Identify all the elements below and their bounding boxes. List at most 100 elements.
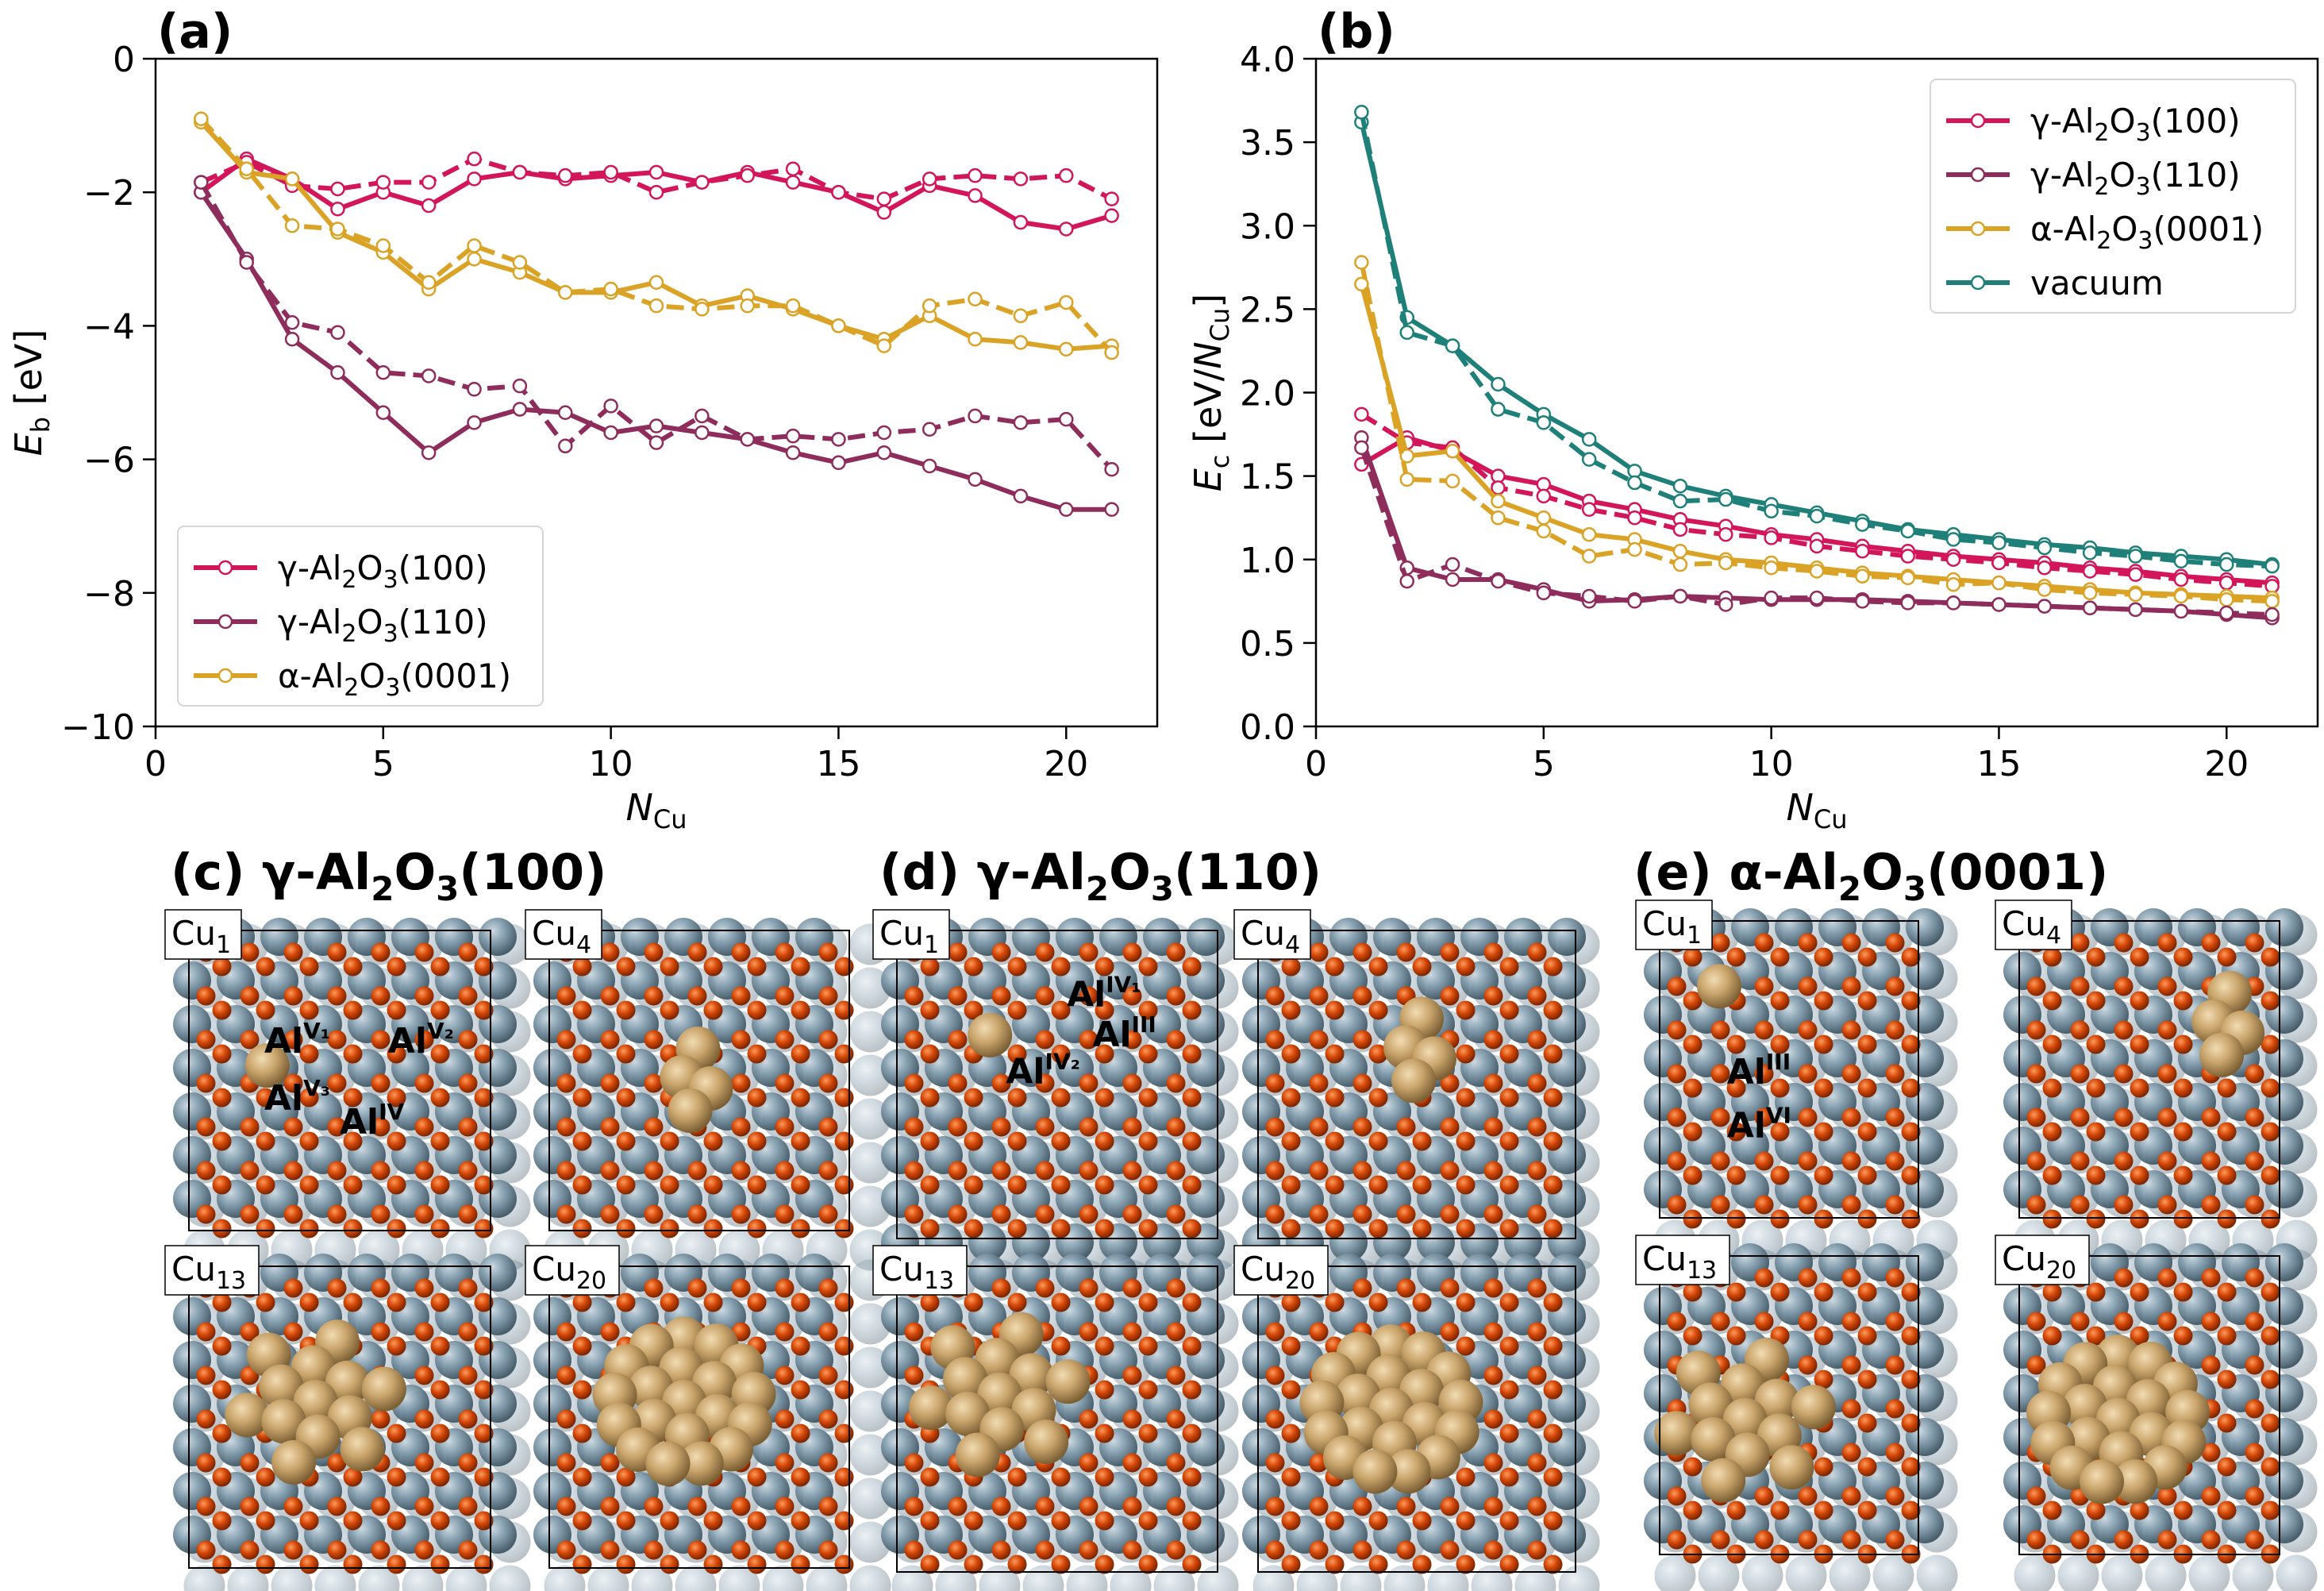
o-atom (1483, 1409, 1503, 1429)
cluster-tag-box (872, 909, 950, 960)
o-atom (2245, 1151, 2264, 1171)
o-atom (904, 1073, 924, 1093)
o-atom (747, 1511, 767, 1531)
o-atom (2261, 1369, 2280, 1389)
cu-atom (977, 1372, 1022, 1417)
o-atom (1754, 1020, 1774, 1040)
o-atom (644, 1073, 664, 1093)
o-atom (1281, 1131, 1301, 1151)
o-atom (256, 1292, 275, 1312)
o-atom (1182, 1467, 1202, 1487)
o-atom (240, 1117, 260, 1137)
o-atom (1281, 1000, 1301, 1020)
al-atom-back (849, 1142, 891, 1184)
o-atom (1035, 1117, 1055, 1137)
o-atom (458, 1322, 478, 1342)
o-atom (2173, 1326, 2193, 1346)
o-atom (920, 1088, 940, 1108)
legend-marker-g110 (217, 614, 233, 630)
data-point-a0001-solid (467, 252, 482, 267)
o-atom (1138, 1000, 1158, 1020)
al-atom (1548, 918, 1586, 956)
o-atom (2173, 1165, 2193, 1185)
o-atom (2201, 1530, 2221, 1550)
o-atom (600, 1497, 620, 1516)
o-atom (1138, 1380, 1158, 1400)
o-atom (904, 1117, 924, 1137)
cu-atom (259, 1364, 304, 1409)
o-atom (1281, 957, 1301, 977)
o-atom (1543, 1000, 1563, 1020)
al-atom-back (718, 1565, 760, 1591)
o-atom (1079, 1161, 1099, 1181)
o-atom (212, 1423, 232, 1443)
o-atom (2130, 1282, 2149, 1302)
o-atom (283, 1540, 303, 1560)
o-atom (1770, 1165, 1790, 1185)
o-atom (430, 1336, 450, 1356)
o-atom (371, 1322, 391, 1342)
legend: γ-Al2O3(100) γ-Al2O3(110) α-Al2O3(0001) vac… (1930, 79, 2296, 314)
o-atom (731, 1073, 751, 1093)
o-atom (387, 1423, 406, 1443)
o-atom (1710, 1064, 1730, 1084)
o-atom (1857, 991, 1877, 1011)
o-atom (240, 1204, 260, 1224)
o-atom (1265, 1073, 1285, 1093)
o-atom (1798, 1312, 1818, 1331)
al-atom-back (849, 1390, 891, 1432)
o-atom (2245, 1443, 2264, 1462)
cu-atom (2080, 1459, 2125, 1504)
data-point-vacuum-dashed (1945, 532, 1961, 547)
o-atom (920, 1175, 940, 1195)
o-atom (1726, 1282, 1746, 1302)
al-atom (1906, 1243, 1944, 1281)
o-atom (1352, 1278, 1372, 1298)
o-atom (818, 1204, 838, 1224)
legend-marker-vacuum (1970, 275, 1986, 291)
o-atom (414, 1073, 434, 1093)
cu-atom (1722, 1397, 1768, 1443)
o-atom (1007, 1554, 1027, 1574)
o-atom (2245, 1268, 2264, 1288)
o-atom (2173, 1500, 2193, 1520)
o-atom (2114, 1151, 2134, 1171)
o-atom (703, 1511, 723, 1531)
o-atom (430, 1423, 450, 1443)
o-atom (2042, 991, 2062, 1011)
al-atom-back (2232, 1554, 2274, 1591)
o-atom (2201, 1486, 2221, 1506)
o-atom (1035, 986, 1055, 1006)
o-atom (1841, 1151, 1861, 1171)
o-atom (1352, 942, 1372, 962)
cluster-tag: Cu4 (532, 914, 591, 959)
data-point-a0001-dashed (831, 318, 846, 333)
data-point-g110-dashed (603, 399, 618, 414)
o-atom (2245, 1312, 2264, 1331)
data-point-g100-dashed (2219, 575, 2234, 591)
data-point-a0001-dashed (1855, 568, 1870, 584)
o-atom (1770, 1500, 1790, 1520)
cu-atom (1391, 1058, 1436, 1104)
data-point-g110-solid (421, 445, 437, 460)
o-atom (283, 1278, 303, 1298)
o-atom (1901, 947, 1921, 967)
cu-atom (1696, 964, 1741, 1009)
o-atom (991, 1278, 1011, 1298)
cell-frame (548, 1265, 850, 1569)
o-atom (2086, 1326, 2106, 1346)
o-atom (1051, 1044, 1071, 1064)
o-atom (1857, 1034, 1877, 1054)
o-atom (2217, 947, 2237, 967)
o-atom (991, 1117, 1011, 1137)
o-atom (2114, 977, 2134, 996)
al-atom (479, 918, 517, 956)
o-atom (2157, 1195, 2177, 1215)
data-point-g110-dashed (968, 408, 983, 424)
data-point-g110-dashed (2264, 607, 2280, 622)
o-atom (1368, 1131, 1388, 1151)
o-atom (430, 1175, 450, 1195)
o-atom (834, 1511, 854, 1531)
o-atom (2130, 1034, 2149, 1054)
o-atom (2042, 1078, 2062, 1098)
